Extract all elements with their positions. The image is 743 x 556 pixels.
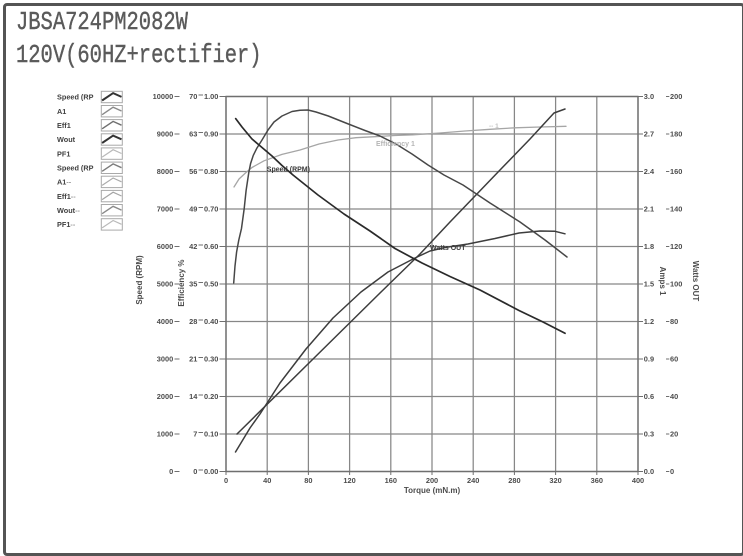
svg-text:63: 63 bbox=[189, 130, 197, 139]
svg-text:42: 42 bbox=[189, 242, 197, 251]
svg-text:Watts OUT: Watts OUT bbox=[691, 261, 700, 302]
svg-text:200: 200 bbox=[426, 476, 438, 485]
svg-text:360: 360 bbox=[591, 476, 603, 485]
svg-text:120: 120 bbox=[343, 476, 355, 485]
svg-text:Speed (RP: Speed (RP bbox=[57, 163, 94, 172]
svg-text:49: 49 bbox=[189, 205, 197, 214]
svg-text:Eff1--: Eff1-- bbox=[57, 192, 76, 201]
svg-text:0: 0 bbox=[193, 467, 197, 476]
svg-text:21: 21 bbox=[189, 355, 197, 364]
svg-text:2000: 2000 bbox=[157, 392, 173, 401]
svg-text:Efficiency 1: Efficiency 1 bbox=[376, 141, 415, 148]
svg-text:0.20: 0.20 bbox=[204, 392, 218, 401]
svg-text:PF1: PF1 bbox=[57, 149, 70, 158]
svg-text:Speed (RPM): Speed (RPM) bbox=[135, 255, 144, 305]
svg-text:0.30: 0.30 bbox=[204, 355, 218, 364]
svg-text:0.60: 0.60 bbox=[204, 242, 218, 251]
svg-text:140: 140 bbox=[670, 205, 682, 214]
svg-text:180: 180 bbox=[670, 130, 682, 139]
svg-text:Speed (RP: Speed (RP bbox=[57, 93, 94, 102]
svg-text:Watts OUT: Watts OUT bbox=[430, 245, 466, 252]
svg-text:160: 160 bbox=[385, 476, 397, 485]
svg-text:56: 56 bbox=[189, 167, 197, 176]
svg-text:PF1--: PF1-- bbox=[57, 220, 76, 229]
svg-text:320: 320 bbox=[549, 476, 561, 485]
svg-text:35: 35 bbox=[189, 280, 197, 289]
svg-text:1.00: 1.00 bbox=[204, 92, 218, 101]
svg-text:6000: 6000 bbox=[157, 242, 173, 251]
svg-text:7: 7 bbox=[193, 430, 197, 439]
svg-text:80: 80 bbox=[304, 476, 312, 485]
svg-text:Efficiency %: Efficiency % bbox=[177, 259, 186, 306]
svg-text:200: 200 bbox=[670, 92, 682, 101]
svg-text:7000: 7000 bbox=[157, 205, 173, 214]
svg-text:80: 80 bbox=[670, 317, 678, 326]
svg-text:0.00: 0.00 bbox=[204, 467, 218, 476]
svg-text:120: 120 bbox=[670, 242, 682, 251]
svg-text:0.3: 0.3 bbox=[644, 430, 654, 439]
svg-text:20: 20 bbox=[670, 430, 678, 439]
svg-text:40: 40 bbox=[263, 476, 271, 485]
svg-text:0: 0 bbox=[670, 467, 674, 476]
svg-text:0.10: 0.10 bbox=[204, 430, 218, 439]
svg-text:400: 400 bbox=[632, 476, 644, 485]
svg-text:14: 14 bbox=[189, 392, 198, 401]
svg-text:100: 100 bbox=[670, 280, 682, 289]
svg-text:2.1: 2.1 bbox=[644, 205, 654, 214]
svg-text:1.5: 1.5 bbox=[644, 280, 654, 289]
svg-text:0.50: 0.50 bbox=[204, 280, 218, 289]
svg-text:Amps 1: Amps 1 bbox=[658, 267, 667, 296]
svg-text:A1--: A1-- bbox=[57, 178, 72, 187]
svg-text:0.70: 0.70 bbox=[204, 205, 218, 214]
svg-text:10000: 10000 bbox=[153, 92, 174, 101]
svg-text:4000: 4000 bbox=[157, 317, 173, 326]
svg-text:3.0: 3.0 bbox=[644, 92, 654, 101]
svg-text:280: 280 bbox=[508, 476, 520, 485]
svg-text:A1: A1 bbox=[57, 107, 66, 116]
svg-text:0.9: 0.9 bbox=[644, 355, 654, 364]
svg-text:Eff1: Eff1 bbox=[57, 121, 71, 130]
svg-text:0.80: 0.80 bbox=[204, 167, 218, 176]
svg-text:9000: 9000 bbox=[157, 130, 173, 139]
svg-text:1.8: 1.8 bbox=[644, 242, 654, 251]
svg-text:0.40: 0.40 bbox=[204, 317, 218, 326]
svg-text:Wout: Wout bbox=[57, 135, 76, 144]
svg-text:160: 160 bbox=[670, 167, 682, 176]
svg-text:60: 60 bbox=[670, 355, 678, 364]
svg-text:Wout--: Wout-- bbox=[57, 206, 81, 215]
svg-text:28: 28 bbox=[189, 317, 197, 326]
svg-text:2.7: 2.7 bbox=[644, 130, 654, 139]
svg-text:0: 0 bbox=[224, 476, 228, 485]
svg-text:0.0: 0.0 bbox=[644, 467, 654, 476]
svg-text:Speed (RPM): Speed (RPM) bbox=[267, 167, 310, 174]
svg-text:0.90: 0.90 bbox=[204, 130, 218, 139]
svg-text:0: 0 bbox=[169, 467, 173, 476]
svg-text:Torque (mN.m): Torque (mN.m) bbox=[404, 486, 461, 495]
svg-text:1.2: 1.2 bbox=[644, 317, 654, 326]
svg-text:2.4: 2.4 bbox=[644, 167, 655, 176]
svg-text:240: 240 bbox=[467, 476, 479, 485]
svg-text:-- 1: -- 1 bbox=[489, 123, 499, 130]
svg-text:40: 40 bbox=[670, 392, 678, 401]
svg-text:0.6: 0.6 bbox=[644, 392, 654, 401]
svg-text:5000: 5000 bbox=[157, 280, 173, 289]
svg-text:8000: 8000 bbox=[157, 167, 173, 176]
svg-text:70: 70 bbox=[189, 92, 197, 101]
svg-text:3000: 3000 bbox=[157, 355, 173, 364]
svg-text:1000: 1000 bbox=[157, 430, 173, 439]
